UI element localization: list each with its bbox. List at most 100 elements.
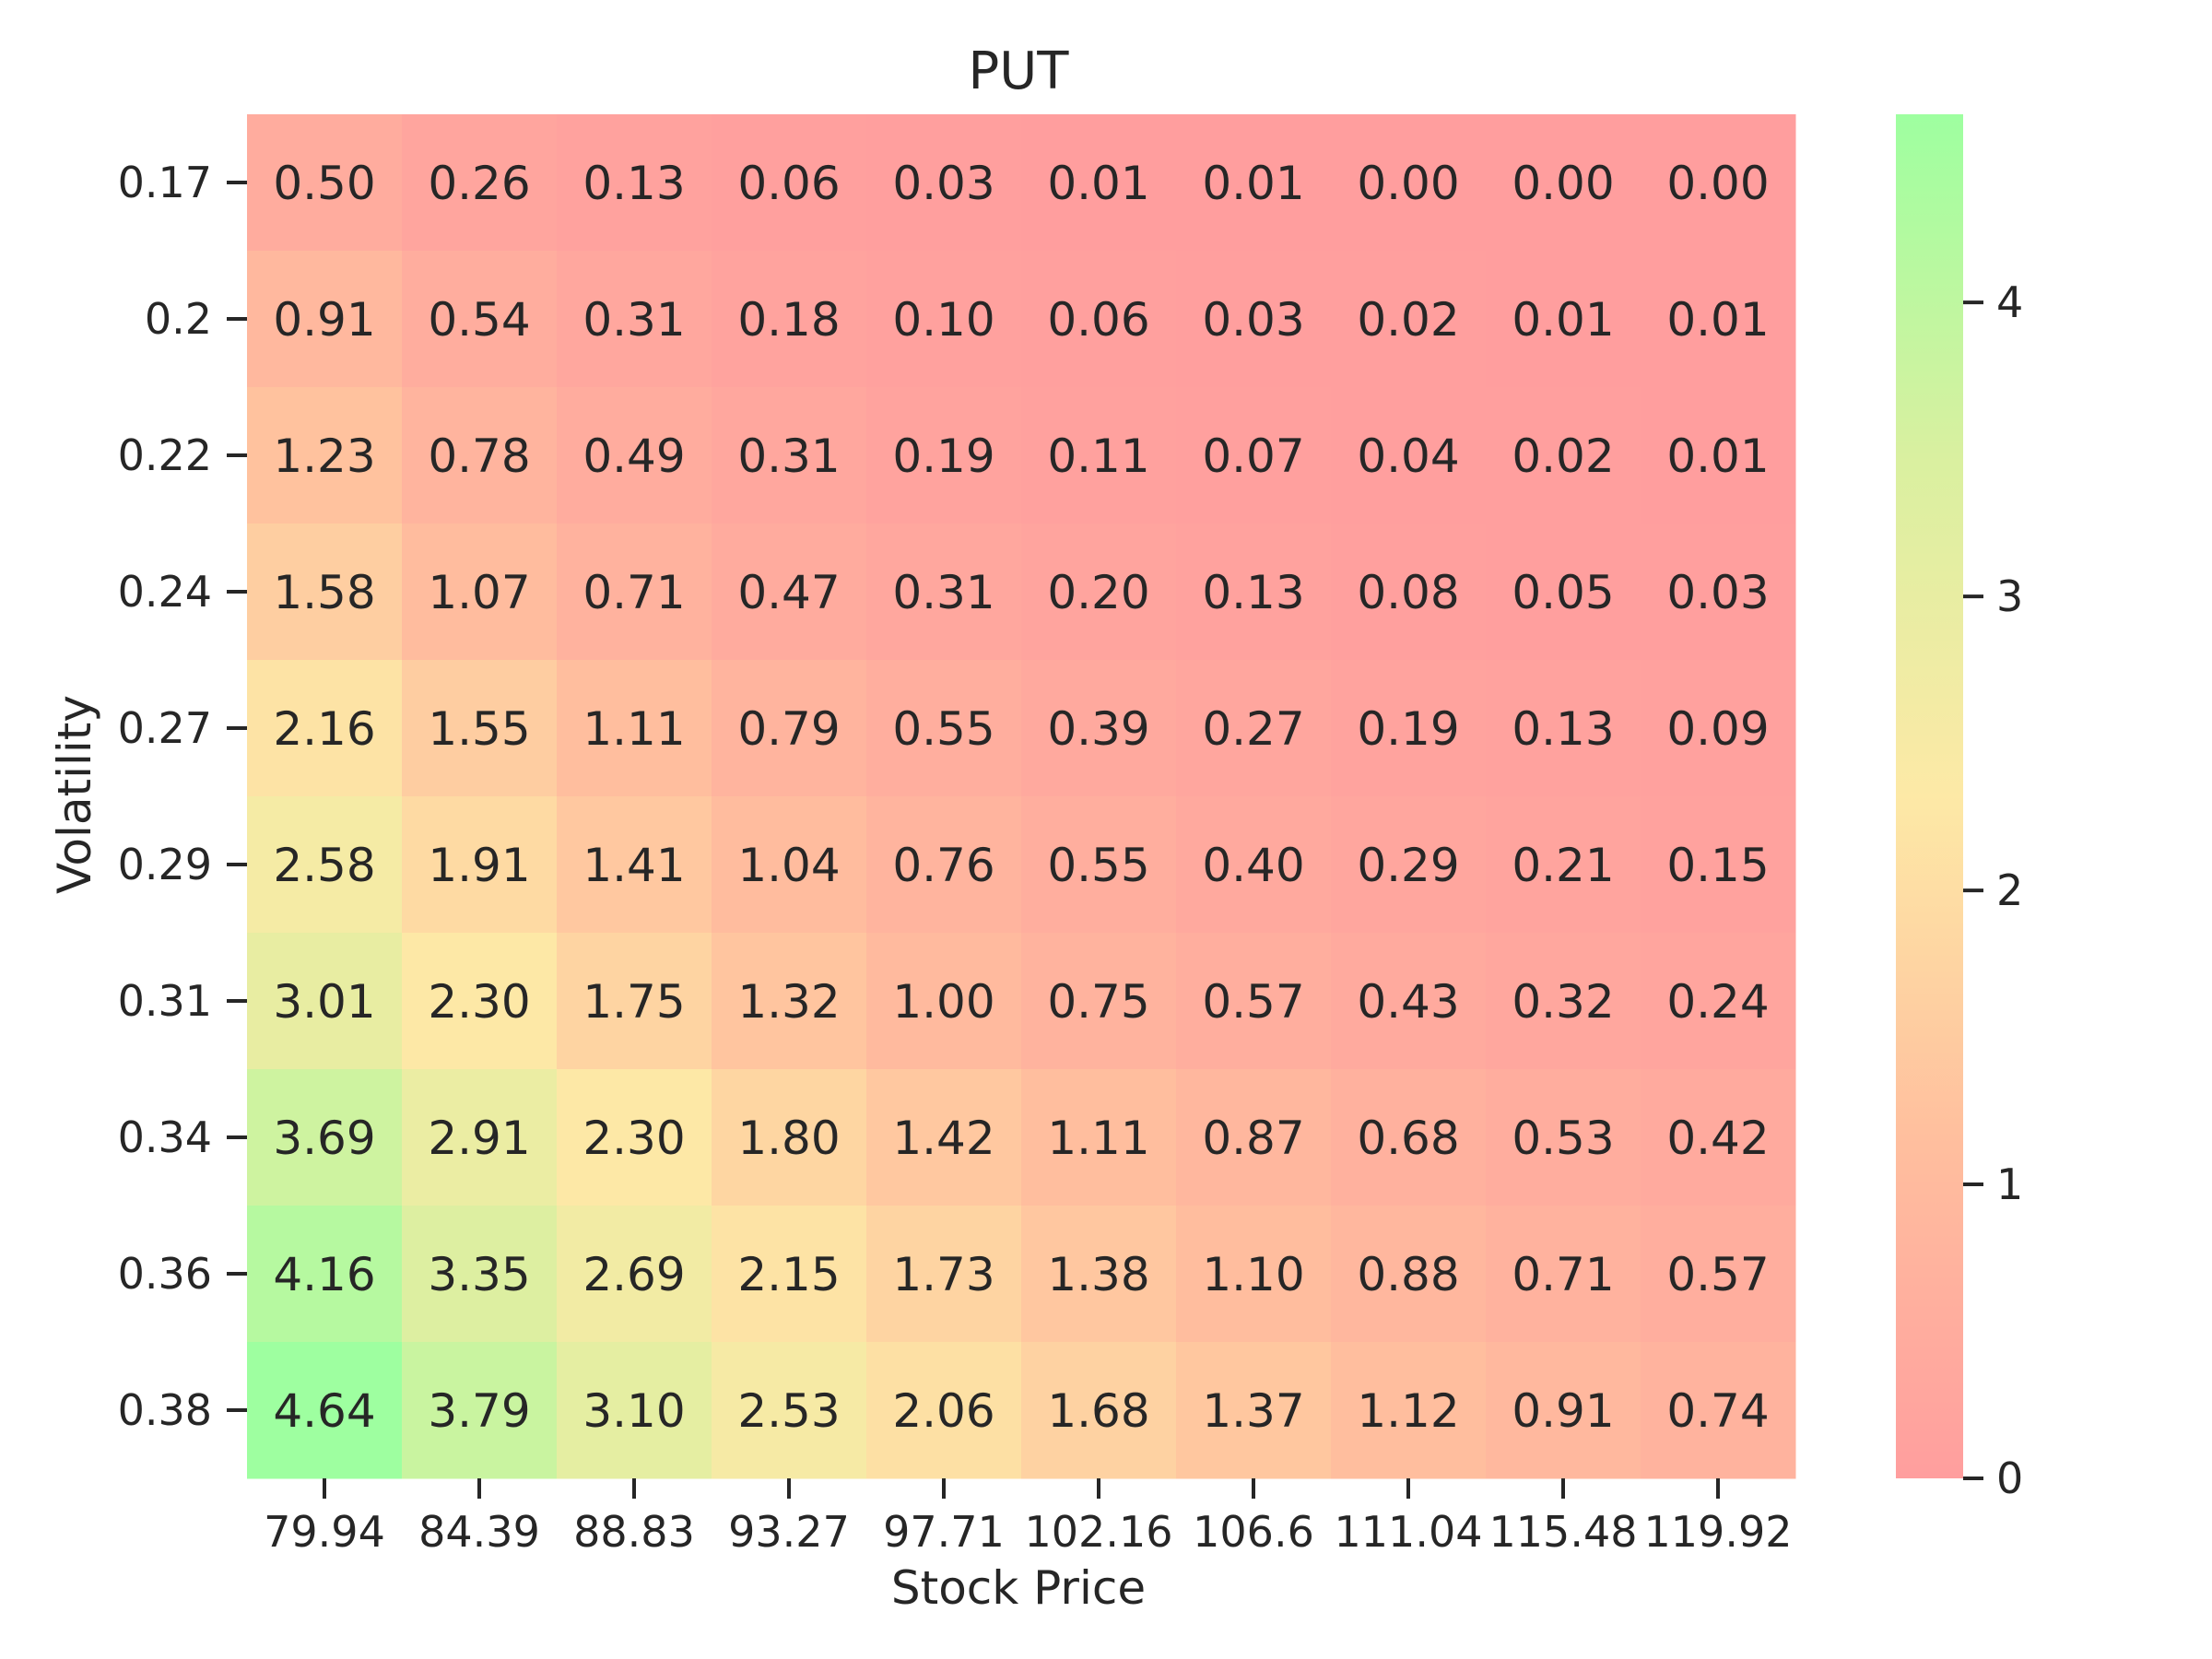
cell-value-label: 3.79 [428,1384,530,1438]
heatmap-cell [557,114,712,252]
heatmap-cell [866,660,1022,797]
cell-value-label: 1.42 [892,1112,994,1165]
heatmap-cell [247,524,403,661]
cell-value-label: 0.43 [1357,975,1459,1029]
heatmap-cell [247,660,403,797]
heatmap-cell [247,796,403,934]
heatmap-cell [1176,524,1332,661]
cell-value-label: 3.10 [582,1384,685,1438]
heatmap-cell [866,1069,1022,1206]
heatmap-cell [557,933,712,1070]
cell-value-label: 1.00 [892,975,994,1029]
x-tick-label: 111.04 [1335,1507,1483,1557]
heatmap-cell [866,933,1022,1070]
y-tick-label: 0.27 [118,703,212,753]
cell-value-label: 0.13 [1512,702,1614,756]
heatmap-cell [1641,114,1796,252]
heatmap-cell [402,251,558,388]
heatmap-cell [712,387,867,524]
colorbar-tick-label: 3 [1996,571,2023,621]
cell-value-label: 0.76 [892,839,994,892]
cell-value-label: 0.75 [1047,975,1149,1029]
heatmap-cell [712,796,867,934]
cell-value-label: 0.19 [1357,702,1459,756]
cell-value-label: 0.05 [1512,566,1614,619]
y-axis-title: Volatility [48,695,101,894]
heatmap-cell [1331,660,1487,797]
heatmap-cell [1641,524,1796,661]
heatmap-cell [1486,1206,1641,1343]
heatmap-cell [1021,387,1177,524]
cell-value-label: 0.24 [1666,975,1769,1029]
cell-value-label: 1.41 [582,839,685,892]
heatmap-cell [557,1069,712,1206]
heatmap-cell [866,1206,1022,1343]
heatmap-cell [1486,387,1641,524]
heatmap-cell [866,524,1022,661]
heatmap-cells: 0.50 0.26 0.13 0.06 0.03 0.01 0.01 0.00 0.00 0.00… [247,114,1796,1479]
cell-value-label: 0.47 [737,566,840,619]
heatmap-cell [247,1342,403,1479]
y-tick-label: 0.34 [118,1112,212,1162]
cell-value-label: 3.69 [273,1112,375,1165]
cell-value-label: 0.03 [1666,566,1769,619]
heatmap-cell [866,251,1022,388]
cell-value-label: 1.04 [737,839,840,892]
cell-value-label: 0.57 [1666,1248,1769,1301]
cell-value-label: 3.35 [428,1248,530,1301]
y-tick-label: 0.22 [118,430,212,480]
chart-title: PUT [969,41,1070,101]
cell-value-label: 1.10 [1202,1248,1304,1301]
heatmap-cell [1641,1206,1796,1343]
heatmap-cell [402,1206,558,1343]
cell-value-label: 0.49 [582,429,685,483]
cell-value-label: 0.04 [1357,429,1459,483]
cell-value-label: 0.78 [428,429,530,483]
cell-value-label: 1.91 [428,839,530,892]
cell-value-label: 0.08 [1357,566,1459,619]
cell-value-label: 0.88 [1357,1248,1459,1301]
cell-value-label: 0.29 [1357,839,1459,892]
cell-value-label: 0.91 [1512,1384,1614,1438]
cell-value-label: 1.32 [737,975,840,1029]
cell-value-label: 0.13 [582,157,685,210]
heatmap-cell [1176,114,1332,252]
cell-value-label: 1.37 [1202,1384,1304,1438]
x-tick-label: 88.83 [573,1507,695,1557]
cell-value-label: 0.07 [1202,429,1304,483]
cell-value-label: 0.03 [1202,293,1304,347]
heatmap-cell [402,1069,558,1206]
cell-value-label: 0.18 [737,293,840,347]
cell-value-label: 0.71 [1512,1248,1614,1301]
x-axis-title: Stock Price [891,1561,1146,1615]
cell-value-label: 0.00 [1357,157,1459,210]
heatmap-cell [247,251,403,388]
cell-value-label: 2.69 [582,1248,685,1301]
cell-value-label: 0.54 [428,293,530,347]
heatmap-cell [1021,1206,1177,1343]
y-tick-label: 0.24 [118,567,212,617]
cell-value-label: 1.07 [428,566,530,619]
heatmap-cell [712,1206,867,1343]
cell-value-label: 0.02 [1512,429,1614,483]
heatmap-cell [1176,1069,1332,1206]
x-tick-label: 115.48 [1489,1507,1638,1557]
heatmap-cell [1331,524,1487,661]
heatmap-cell [1021,660,1177,797]
colorbar: 0 1 2 3 4 [1896,114,2023,1503]
y-tick-label: 0.36 [118,1249,212,1299]
cell-value-label: 0.74 [1666,1384,1769,1438]
cell-value-label: 0.26 [428,157,530,210]
heatmap-cell [712,1069,867,1206]
heatmap-cell [1641,1342,1796,1479]
cell-value-label: 0.06 [737,157,840,210]
heatmap-cell [402,933,558,1070]
cell-value-label: 0.32 [1512,975,1614,1029]
colorbar-tick-label: 2 [1996,865,2023,915]
heatmap-cell [1021,251,1177,388]
cell-value-label: 1.73 [892,1248,994,1301]
cell-value-label: 1.68 [1047,1384,1149,1438]
cell-value-label: 1.11 [582,702,685,756]
cell-value-label: 0.79 [737,702,840,756]
